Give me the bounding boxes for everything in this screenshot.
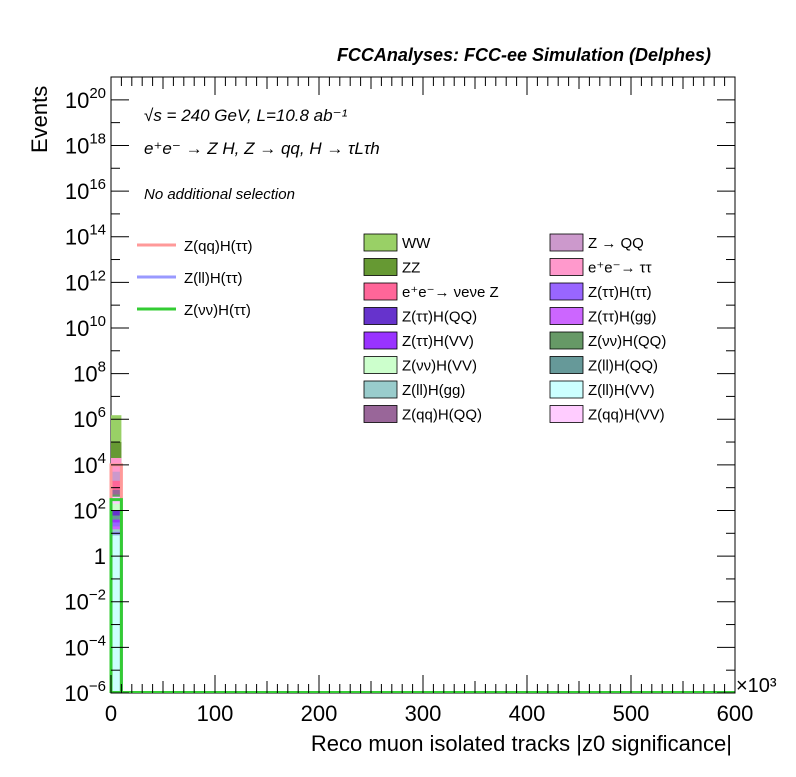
legend-swatch (549, 307, 584, 325)
y-tick-label: 1010 (65, 313, 106, 341)
x-tick-label: 100 (197, 701, 234, 726)
x-tick-label: 600 (717, 701, 754, 726)
legend-label: e⁺e⁻→ νeνe Z (402, 284, 499, 301)
legend-label: Z(ττ)H(gg) (588, 309, 657, 326)
legend-label: Z(qq)H(ττ) (184, 238, 253, 255)
y-tick-label: 1014 (65, 222, 106, 250)
y-tick-label: 10−2 (64, 587, 106, 615)
y-axis-label: Events (27, 86, 52, 153)
legend-swatch (549, 233, 584, 252)
x-tick-label: 400 (509, 701, 546, 726)
signal-line (109, 498, 123, 693)
x-tick-label: 300 (405, 701, 442, 726)
y-tick-label: 10−6 (64, 678, 106, 706)
legend-swatch (549, 380, 584, 399)
chart-title: FCCAnalyses: FCC-ee Simulation (Delphes) (337, 45, 711, 65)
legend-label: e⁺e⁻→ ττ (588, 260, 652, 277)
legend-swatch (363, 258, 398, 276)
energy-lumi-label: √s = 240 GeV, L=10.8 ab⁻¹ (144, 106, 348, 125)
bar (111, 535, 122, 693)
y-tick-label: 102 (73, 495, 106, 523)
legend-swatch (363, 233, 398, 252)
legend-swatch (549, 331, 584, 350)
legend-swatch (363, 356, 398, 374)
legend-label: Z → QQ (588, 235, 644, 252)
legend-label: Z(ll)H(QQ) (588, 358, 658, 375)
legend: Z(qq)H(ττ) Z(ll)H(ττ) Z(νν)H(ττ) WW Z → QQ ZZ… (137, 233, 666, 424)
process-label: e⁺e⁻ → Z H, Z → qq, H → τLτh (144, 139, 380, 158)
legend-label: Z(νν)H(ττ) (184, 302, 251, 319)
legend-swatch (363, 380, 398, 399)
legend-label: Z(ττ)H(QQ) (402, 309, 477, 326)
legend-label: Z(ττ)H(ττ) (588, 284, 652, 301)
x-tick-label: 0 (105, 701, 117, 726)
legend-swatch (549, 356, 584, 374)
legend-label: WW (402, 235, 431, 252)
x-axis-label: Reco muon isolated tracks |z0 significan… (311, 731, 732, 756)
legend-swatch (549, 282, 584, 301)
y-tick-label: 1 (94, 544, 106, 569)
legend-label: Z(νν)H(VV) (402, 358, 477, 375)
legend-label: ZZ (402, 260, 420, 277)
legend-label: Z(νν)H(QQ) (588, 333, 666, 350)
x-tick-label: 200 (301, 701, 338, 726)
y-tick-label: 1020 (65, 85, 106, 113)
axes: 10−6 10−4 10−2 1 102 104 106 108 1010 1012 1014 101… (64, 76, 754, 726)
y-tick-label: 1016 (65, 176, 106, 204)
legend-label: Z(qq)H(QQ) (402, 407, 482, 424)
legend-swatch (363, 405, 398, 423)
legend-label: Z(ll)H(ττ) (184, 270, 243, 287)
legend-swatch (363, 282, 398, 301)
legend-swatch (549, 258, 584, 276)
y-tick-label: 106 (73, 404, 106, 432)
y-tick-label: 10−4 (64, 632, 106, 660)
legend-label: Z(ll)H(gg) (402, 382, 465, 399)
histogram-bars (109, 415, 735, 693)
legend-label: Z(qq)H(VV) (588, 407, 665, 424)
selection-label: No additional selection (144, 186, 295, 203)
legend-swatch (363, 331, 398, 350)
y-tick-label: 1012 (65, 267, 106, 295)
x-multiplier-label: ×10³ (736, 675, 777, 697)
legend-label: Z(ττ)H(VV) (402, 333, 474, 350)
legend-swatch (363, 307, 398, 325)
y-tick-label: 104 (73, 450, 106, 478)
legend-label: Z(ll)H(VV) (588, 382, 655, 399)
x-tick-label: 500 (613, 701, 650, 726)
y-tick-label: 1018 (65, 130, 106, 158)
legend-swatch (549, 405, 584, 423)
y-tick-label: 108 (73, 359, 106, 387)
